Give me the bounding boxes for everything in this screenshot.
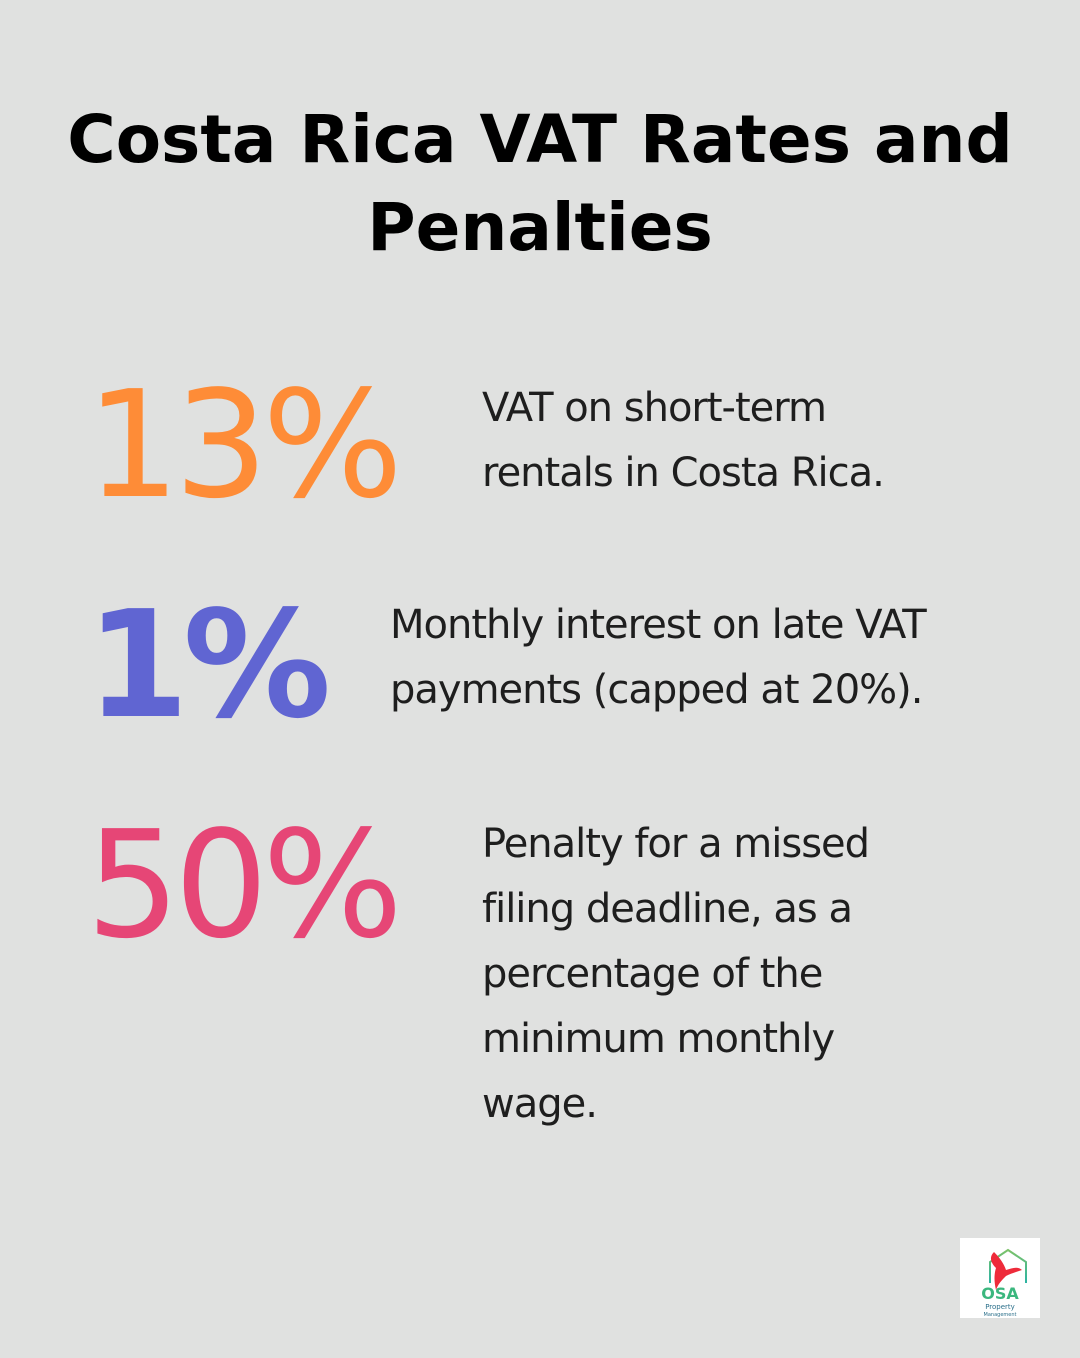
page-title: Costa Rica VAT Rates and Penalties	[0, 96, 1080, 272]
desc-line: wage.	[482, 1081, 598, 1127]
desc-line: percentage of the	[482, 951, 823, 997]
stat-13-percent: 13%	[86, 359, 403, 531]
osa-logo: OSA Property Management	[960, 1238, 1040, 1318]
logo-sub1: Property	[985, 1303, 1015, 1311]
desc-line: filing deadline, as a	[482, 886, 853, 932]
stat-1-percent: 1%	[86, 579, 331, 751]
desc-line: minimum monthly	[482, 1016, 835, 1062]
house-bird-icon: OSA Property Management	[981, 1248, 1027, 1318]
stat-13-description: VAT on short-term rentals in Costa Rica.	[482, 376, 885, 506]
logo-name: OSA	[981, 1284, 1019, 1303]
stat-50-percent: 50%	[86, 799, 403, 971]
stat-1-description: Monthly interest on late VAT payments (c…	[390, 593, 927, 723]
stat-50-description: Penalty for a missed filing deadline, as…	[482, 812, 870, 1137]
desc-line: Monthly interest on late VAT	[390, 602, 927, 648]
desc-line: Penalty for a missed	[482, 821, 870, 867]
logo-sub2: Management	[984, 1312, 1017, 1318]
desc-line: rentals in Costa Rica.	[482, 450, 885, 496]
title-line-1: Costa Rica VAT Rates and	[67, 101, 1013, 178]
desc-line: VAT on short-term	[482, 385, 827, 431]
desc-line: payments (capped at 20%).	[390, 667, 923, 713]
title-line-2: Penalties	[367, 189, 713, 266]
